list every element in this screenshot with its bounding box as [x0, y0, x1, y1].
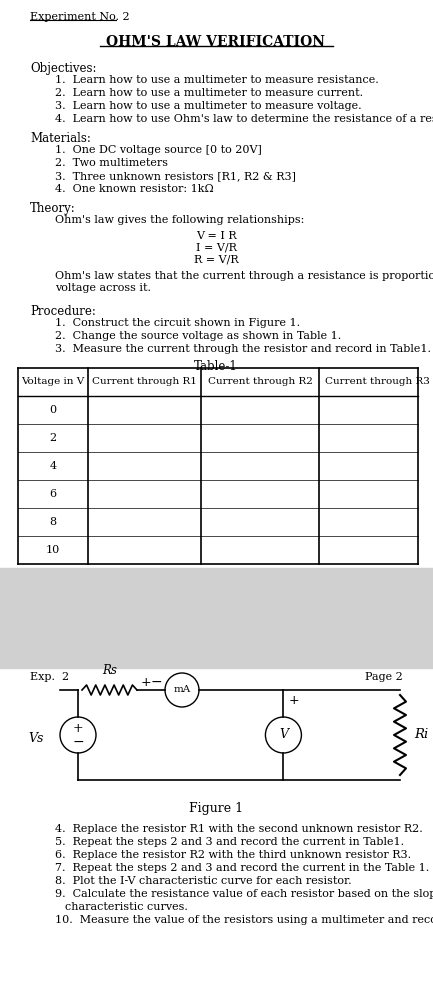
Text: mA: mA: [173, 686, 191, 695]
Text: 4.  One known resistor: 1kΩ: 4. One known resistor: 1kΩ: [55, 184, 214, 194]
Text: Page 2: Page 2: [365, 672, 403, 682]
Text: Current through R1: Current through R1: [92, 378, 197, 387]
Text: Current through R3: Current through R3: [325, 378, 430, 387]
Text: V: V: [279, 729, 288, 742]
Text: Figure 1: Figure 1: [189, 802, 243, 815]
Text: Current through R2: Current through R2: [207, 378, 313, 387]
Text: OHM'S LAW VERIFICATION: OHM'S LAW VERIFICATION: [107, 35, 326, 49]
Text: Table-1: Table-1: [194, 360, 238, 373]
Text: 8.  Plot the I-V characteristic curve for each resistor.: 8. Plot the I-V characteristic curve for…: [55, 876, 352, 886]
Text: 1.  Construct the circuit shown in Figure 1.: 1. Construct the circuit shown in Figure…: [55, 318, 300, 328]
Text: 8: 8: [49, 517, 57, 527]
Text: −: −: [72, 735, 84, 749]
Text: 1.  Learn how to use a multimeter to measure resistance.: 1. Learn how to use a multimeter to meas…: [55, 75, 379, 85]
Text: +: +: [288, 694, 299, 707]
Text: Materials:: Materials:: [30, 132, 91, 145]
Text: 3.  Learn how to use a multimeter to measure voltage.: 3. Learn how to use a multimeter to meas…: [55, 101, 362, 111]
Text: 2.  Two multimeters: 2. Two multimeters: [55, 158, 168, 168]
Text: Voltage in V: Voltage in V: [21, 378, 84, 387]
Text: 9.  Calculate the resistance value of each resistor based on the slope of the I-: 9. Calculate the resistance value of eac…: [55, 889, 433, 899]
Text: 2.  Learn how to use a multimeter to measure current.: 2. Learn how to use a multimeter to meas…: [55, 88, 363, 98]
Text: Rs: Rs: [102, 664, 117, 677]
Text: 10: 10: [46, 545, 60, 555]
Text: 1.  One DC voltage source [0 to 20V]: 1. One DC voltage source [0 to 20V]: [55, 145, 262, 155]
Text: Vs: Vs: [28, 733, 43, 746]
Text: Ri: Ri: [414, 729, 428, 742]
Text: +: +: [73, 721, 83, 735]
Text: Ohm's law gives the following relationships:: Ohm's law gives the following relationsh…: [55, 215, 304, 225]
Text: I = V/R: I = V/R: [196, 243, 236, 253]
Text: 5.  Repeat the steps 2 and 3 and record the current in Table1.: 5. Repeat the steps 2 and 3 and record t…: [55, 837, 404, 847]
Text: 7.  Repeat the steps 2 and 3 and record the current in the Table 1.: 7. Repeat the steps 2 and 3 and record t…: [55, 863, 429, 873]
Text: V = I R: V = I R: [196, 231, 236, 241]
Text: −: −: [150, 675, 162, 689]
Text: 4: 4: [49, 461, 57, 471]
Text: 6.  Replace the resistor R2 with the third unknown resistor R3.: 6. Replace the resistor R2 with the thir…: [55, 850, 411, 860]
Text: 6: 6: [49, 489, 57, 499]
Text: 0: 0: [49, 405, 57, 415]
Text: 2: 2: [49, 433, 57, 443]
Text: Procedure:: Procedure:: [30, 305, 96, 318]
Text: Exp.  2: Exp. 2: [30, 672, 69, 682]
Text: 10.  Measure the value of the resistors using a multimeter and record the value: 10. Measure the value of the resistors u…: [55, 915, 433, 925]
Text: 4.  Learn how to use Ohm's law to determine the resistance of a resistor.: 4. Learn how to use Ohm's law to determi…: [55, 114, 433, 124]
Text: Experiment No. 2: Experiment No. 2: [30, 12, 129, 22]
Text: Objectives:: Objectives:: [30, 62, 97, 75]
Text: 2.  Change the source voltage as shown in Table 1.: 2. Change the source voltage as shown in…: [55, 331, 341, 341]
Text: Ohm's law states that the current through a resistance is proportional to the
vo: Ohm's law states that the current throug…: [55, 271, 433, 292]
Text: +: +: [141, 676, 152, 689]
Text: 3.  Three unknown resistors [R1, R2 & R3]: 3. Three unknown resistors [R1, R2 & R3]: [55, 171, 296, 181]
Text: 3.  Measure the current through the resistor and record in Table1.: 3. Measure the current through the resis…: [55, 344, 431, 354]
Text: Theory:: Theory:: [30, 202, 76, 215]
Text: 4.  Replace the resistor R1 with the second unknown resistor R2.: 4. Replace the resistor R1 with the seco…: [55, 824, 423, 834]
Text: R = V/R: R = V/R: [194, 255, 238, 265]
Text: characteristic curves.: characteristic curves.: [65, 902, 188, 912]
